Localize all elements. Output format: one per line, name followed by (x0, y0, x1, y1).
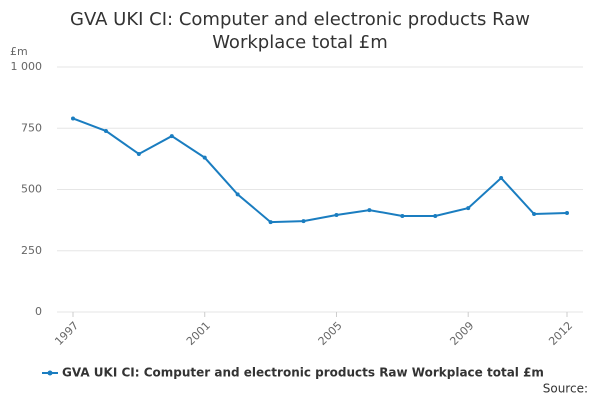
x-tick-label: 1997 (52, 319, 81, 348)
point (532, 212, 537, 216)
x-tick-label: 2001 (184, 319, 213, 348)
x-tick-label: 2005 (316, 319, 345, 348)
point (103, 128, 108, 133)
point (71, 116, 75, 121)
y-tick-label: 250 (21, 244, 42, 257)
y-tick-label: 1 000 (11, 60, 43, 73)
point (367, 208, 372, 213)
x-tick-label: 2012 (546, 319, 575, 348)
point (433, 213, 438, 218)
point (334, 212, 339, 217)
x-tick-label: 2009 (447, 319, 476, 348)
y-tick-label: 500 (21, 183, 42, 196)
point (136, 151, 141, 156)
point (301, 219, 306, 224)
point (169, 134, 174, 139)
point (202, 155, 207, 160)
legend-label: GVA UKI CI: Computer and electronic prod… (62, 366, 544, 380)
source: Source: (543, 382, 588, 396)
point (499, 175, 504, 180)
legend-marker-dot (47, 370, 53, 376)
point (235, 192, 240, 197)
y-tick-label: 0 (35, 305, 42, 318)
point (565, 211, 569, 216)
point (466, 206, 471, 211)
point (400, 213, 405, 218)
point (268, 220, 273, 225)
y-axis-unit: £m (10, 45, 28, 58)
y-tick-label: 750 (21, 121, 42, 134)
series-line (72, 117, 568, 224)
chart-title: GVA UKI CI: Computer and electronic prod… (70, 9, 530, 53)
